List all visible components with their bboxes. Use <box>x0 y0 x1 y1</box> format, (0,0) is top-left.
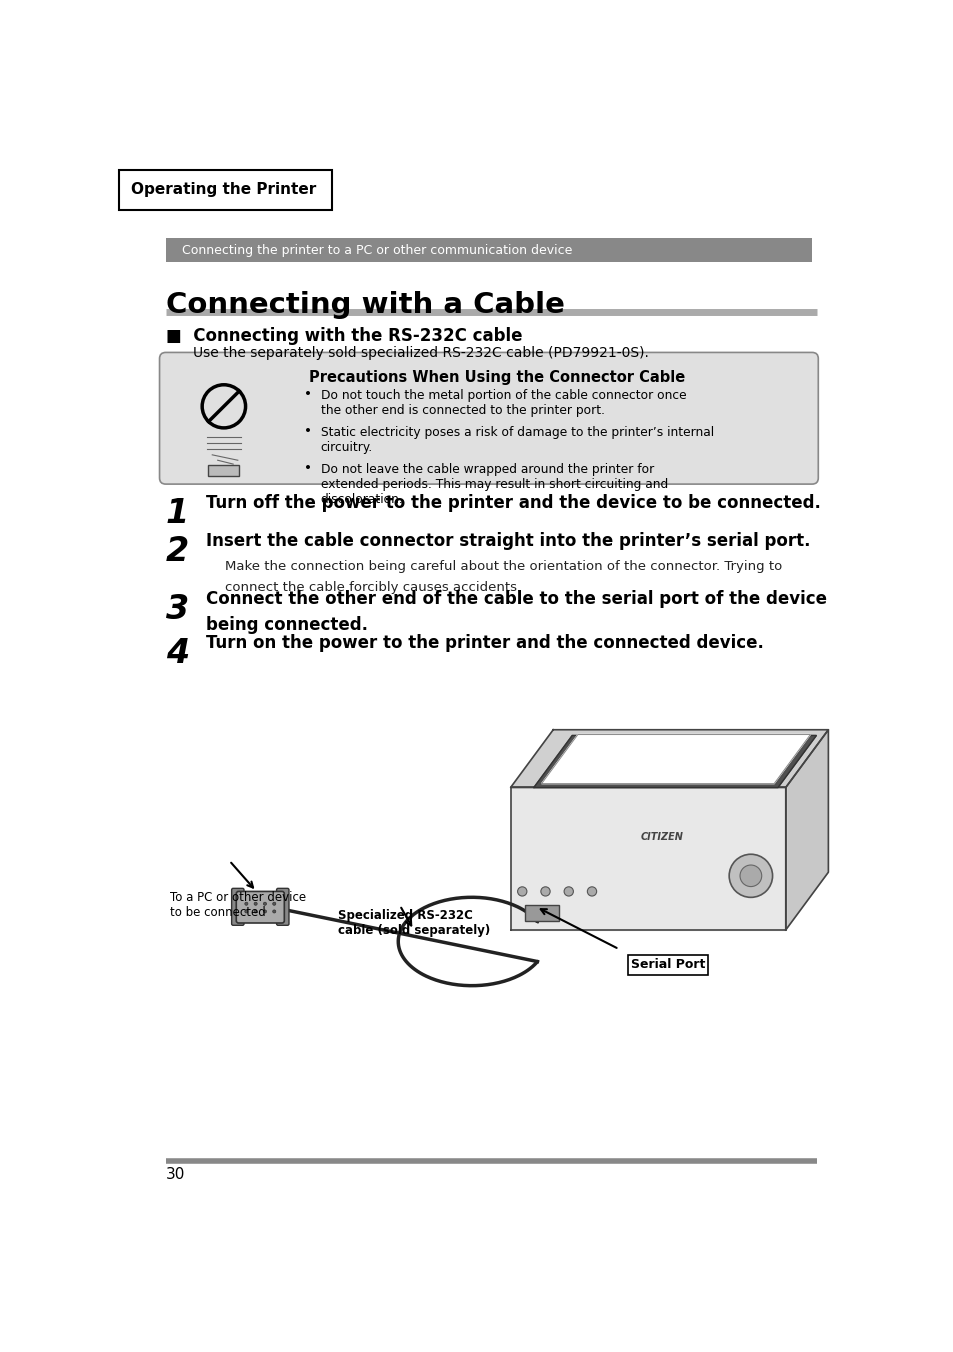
FancyBboxPatch shape <box>159 353 818 484</box>
Circle shape <box>273 902 275 906</box>
Text: Specialized RS-232C
cable (sold separately): Specialized RS-232C cable (sold separate… <box>337 909 490 937</box>
Circle shape <box>540 887 550 896</box>
Circle shape <box>263 910 266 913</box>
Polygon shape <box>510 730 827 787</box>
Circle shape <box>253 910 257 913</box>
Text: Make the connection being careful about the orientation of the connector. Trying: Make the connection being careful about … <box>225 560 781 573</box>
Text: Static electricity poses a risk of damage to the printer’s internal: Static electricity poses a risk of damag… <box>320 426 713 438</box>
Text: ■  Connecting with the RS-232C cable: ■ Connecting with the RS-232C cable <box>166 327 521 345</box>
Circle shape <box>253 902 257 906</box>
FancyBboxPatch shape <box>208 465 239 476</box>
FancyBboxPatch shape <box>166 238 811 262</box>
Polygon shape <box>785 730 827 930</box>
Circle shape <box>245 902 248 906</box>
Circle shape <box>245 910 248 913</box>
Polygon shape <box>534 735 816 787</box>
FancyBboxPatch shape <box>236 891 284 923</box>
Text: Insert the cable connector straight into the printer’s serial port.: Insert the cable connector straight into… <box>206 531 810 550</box>
FancyBboxPatch shape <box>232 888 244 925</box>
Text: •: • <box>303 387 312 402</box>
Polygon shape <box>510 787 785 930</box>
Text: 2: 2 <box>166 535 189 568</box>
Circle shape <box>587 887 596 896</box>
Text: 30: 30 <box>166 1167 185 1182</box>
Circle shape <box>273 910 275 913</box>
Text: Connecting the printer to a PC or other communication device: Connecting the printer to a PC or other … <box>173 243 571 257</box>
Text: Do not leave the cable wrapped around the printer for: Do not leave the cable wrapped around th… <box>320 462 654 476</box>
Text: being connected.: being connected. <box>206 615 368 634</box>
Circle shape <box>563 887 573 896</box>
Text: extended periods. This may result in short circuiting and: extended periods. This may result in sho… <box>320 477 667 491</box>
Text: the other end is connected to the printer port.: the other end is connected to the printe… <box>320 404 604 416</box>
Circle shape <box>263 902 266 906</box>
Text: circuitry.: circuitry. <box>320 441 373 453</box>
Text: Connecting with a Cable: Connecting with a Cable <box>166 291 564 319</box>
Text: •: • <box>303 461 312 475</box>
Text: 3: 3 <box>166 594 189 626</box>
FancyBboxPatch shape <box>119 170 332 210</box>
Text: Serial Port: Serial Port <box>630 959 704 972</box>
Circle shape <box>728 854 772 898</box>
Text: Use the separately sold specialized RS-232C cable (PD79921-0S).: Use the separately sold specialized RS-2… <box>193 346 648 360</box>
Text: discoloration.: discoloration. <box>320 492 403 506</box>
Text: Turn on the power to the printer and the connected device.: Turn on the power to the printer and the… <box>206 634 763 652</box>
Text: CITIZEN: CITIZEN <box>639 833 682 842</box>
Circle shape <box>740 865 760 887</box>
Polygon shape <box>541 734 809 784</box>
FancyBboxPatch shape <box>524 906 558 921</box>
Text: 4: 4 <box>166 637 189 671</box>
Text: Precautions When Using the Connector Cable: Precautions When Using the Connector Cab… <box>309 370 684 385</box>
Text: connect the cable forcibly causes accidents.: connect the cable forcibly causes accide… <box>225 581 521 594</box>
Text: Do not touch the metal portion of the cable connector once: Do not touch the metal portion of the ca… <box>320 388 685 402</box>
FancyBboxPatch shape <box>276 888 289 925</box>
Text: 1: 1 <box>166 498 189 530</box>
Circle shape <box>517 887 526 896</box>
Text: •: • <box>303 425 312 438</box>
Text: Operating the Printer: Operating the Printer <box>131 183 315 197</box>
Text: To a PC or other device
to be connected: To a PC or other device to be connected <box>170 891 305 919</box>
Text: Connect the other end of the cable to the serial port of the device: Connect the other end of the cable to th… <box>206 591 826 608</box>
Text: Turn off the power to the printer and the device to be connected.: Turn off the power to the printer and th… <box>206 493 821 512</box>
